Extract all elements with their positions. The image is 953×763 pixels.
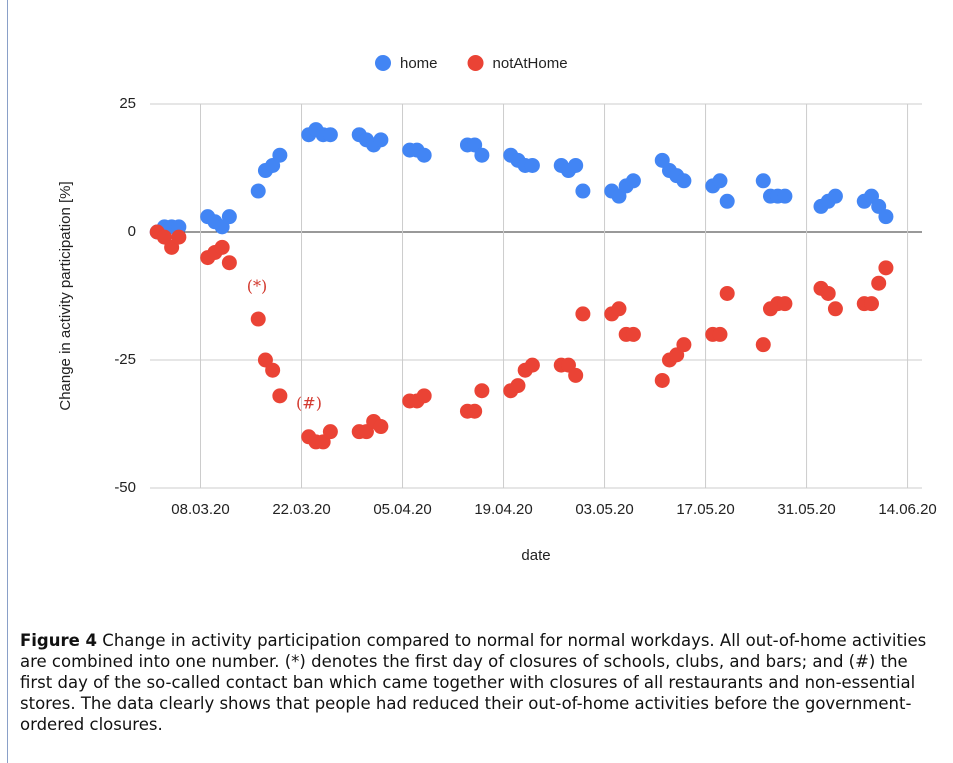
data-point bbox=[654, 372, 670, 388]
legend-marker bbox=[467, 55, 484, 71]
data-point bbox=[820, 285, 836, 301]
data-point bbox=[871, 275, 887, 291]
data-point bbox=[416, 147, 432, 163]
legend-label: notAtHome bbox=[493, 55, 568, 72]
data-point bbox=[416, 388, 432, 404]
data-point bbox=[265, 362, 281, 378]
y-tick-label: 25 bbox=[119, 95, 136, 112]
y-tick-label: -50 bbox=[114, 479, 136, 496]
data-point bbox=[712, 173, 728, 189]
caption-label: Figure 4 bbox=[20, 631, 98, 650]
x-tick-label: 14.06.20 bbox=[878, 501, 936, 518]
caption-text: Change in activity participation compare… bbox=[20, 631, 927, 734]
data-point bbox=[827, 188, 843, 204]
data-point bbox=[221, 255, 237, 271]
figure-frame bbox=[7, 0, 953, 763]
data-point bbox=[755, 173, 771, 189]
data-point bbox=[719, 285, 735, 301]
data-point bbox=[575, 183, 591, 199]
x-axis-title: date bbox=[521, 547, 550, 564]
data-point bbox=[878, 209, 894, 225]
legend-marker bbox=[375, 55, 391, 71]
data-point bbox=[625, 326, 641, 342]
data-point bbox=[171, 229, 187, 245]
x-tick-label: 03.05.20 bbox=[575, 501, 633, 518]
data-point bbox=[250, 311, 266, 327]
data-point bbox=[611, 301, 627, 317]
data-point bbox=[474, 147, 490, 163]
y-axis-title: Change in activity participation [%] bbox=[57, 181, 74, 410]
data-point bbox=[322, 127, 338, 143]
data-point bbox=[575, 306, 591, 322]
annotation: (#) bbox=[296, 394, 322, 413]
x-tick-label: 22.03.20 bbox=[272, 501, 330, 518]
data-point bbox=[863, 296, 879, 312]
data-point bbox=[467, 403, 483, 419]
data-point bbox=[221, 209, 237, 225]
data-point bbox=[272, 147, 288, 163]
data-point bbox=[676, 173, 692, 189]
data-point bbox=[373, 132, 389, 148]
data-point bbox=[524, 157, 540, 173]
data-point bbox=[272, 388, 288, 404]
data-point bbox=[250, 183, 266, 199]
data-point bbox=[755, 337, 771, 353]
y-tick-label: -25 bbox=[114, 351, 136, 368]
data-point bbox=[322, 424, 338, 440]
data-point bbox=[777, 188, 793, 204]
data-point bbox=[777, 296, 793, 312]
y-tick-label: 0 bbox=[128, 223, 136, 240]
figure-caption: Figure 4 Change in activity participatio… bbox=[20, 630, 938, 735]
data-point bbox=[568, 367, 584, 383]
data-point bbox=[719, 193, 735, 209]
data-point bbox=[568, 157, 584, 173]
data-point bbox=[214, 239, 230, 255]
data-point bbox=[827, 301, 843, 317]
data-point bbox=[676, 337, 692, 353]
x-tick-label: 08.03.20 bbox=[171, 501, 229, 518]
legend-label: home bbox=[400, 55, 438, 72]
x-tick-label: 17.05.20 bbox=[676, 501, 734, 518]
data-point bbox=[878, 260, 894, 276]
data-point bbox=[712, 326, 728, 342]
data-point bbox=[474, 383, 490, 399]
data-point bbox=[373, 419, 389, 435]
data-point bbox=[524, 357, 540, 373]
x-tick-label: 31.05.20 bbox=[777, 501, 835, 518]
x-tick-label: 19.04.20 bbox=[474, 501, 532, 518]
annotation: (*) bbox=[247, 277, 267, 296]
x-tick-label: 05.04.20 bbox=[373, 501, 431, 518]
data-point bbox=[510, 378, 526, 394]
data-point bbox=[625, 173, 641, 189]
chart: date Change in activity participation [%… bbox=[57, 55, 937, 564]
